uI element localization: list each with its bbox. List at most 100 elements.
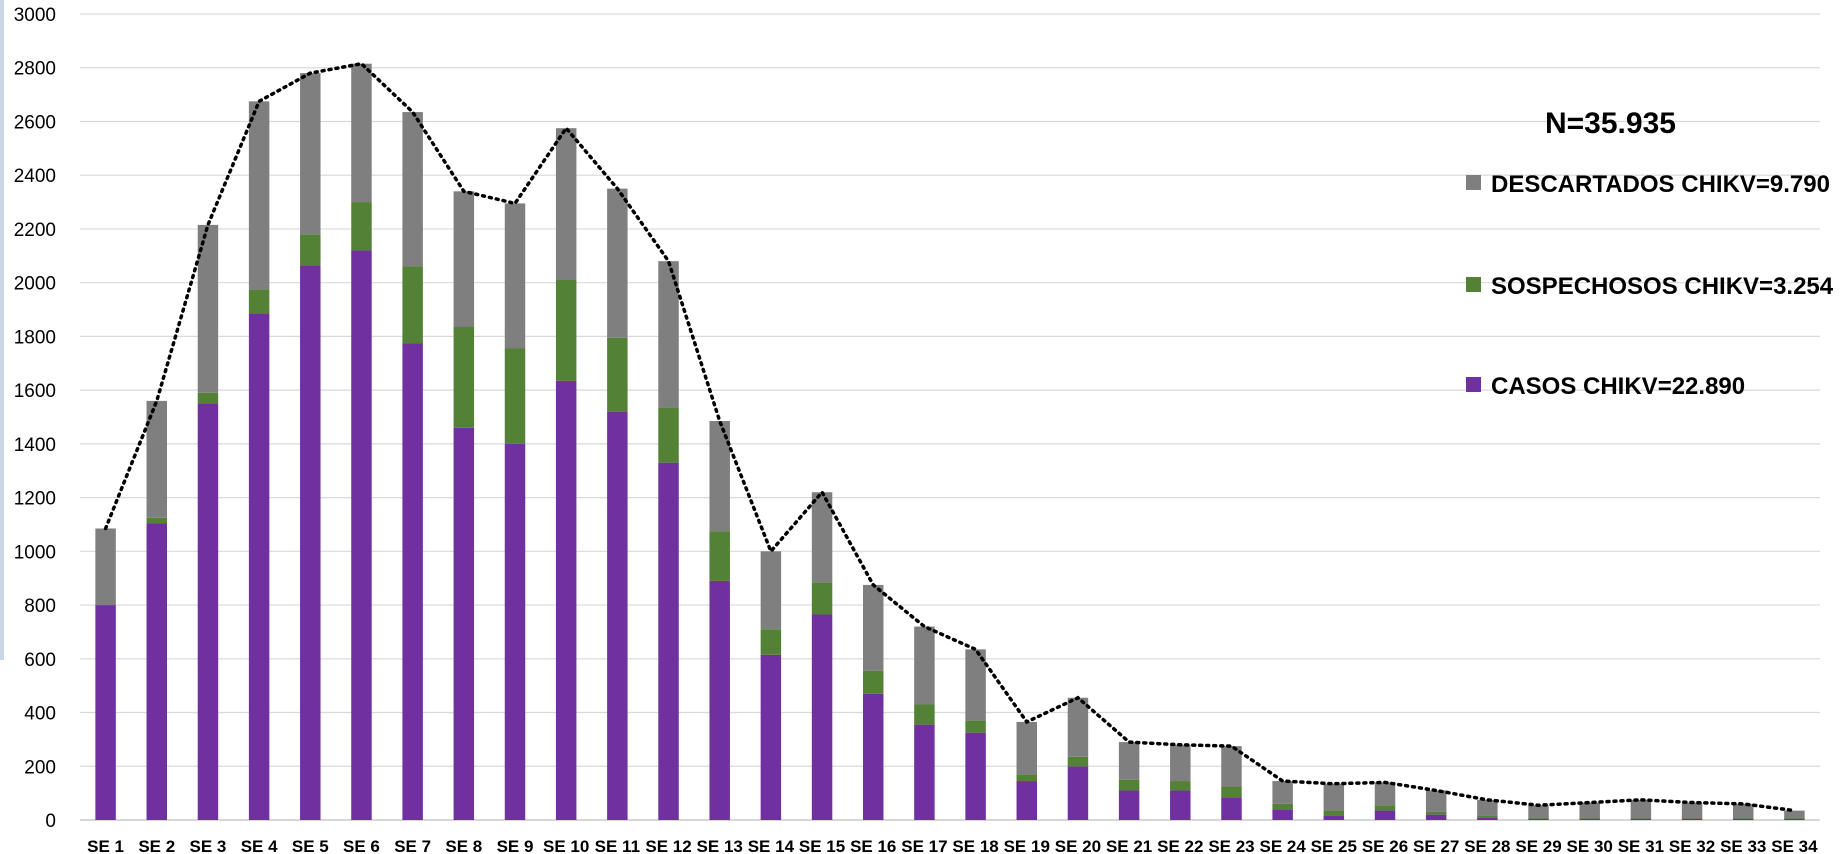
bar-segment-descartados — [453, 191, 475, 327]
bar-segment-casos — [965, 732, 986, 820]
total-line-layer — [103, 61, 1797, 813]
bar-segment-sospechosos — [1630, 817, 1652, 819]
bar-segment-casos — [95, 605, 116, 820]
y-tick-label: 0 — [45, 811, 56, 832]
x-tick-label: SE 29 — [1515, 837, 1561, 854]
bar-segment-descartados — [1528, 805, 1549, 818]
legend-swatch-casos — [1466, 377, 1481, 392]
bar-segment-sospechosos — [453, 326, 475, 428]
bar-segment-sospechosos — [863, 670, 884, 694]
bar-segment-casos — [1118, 790, 1140, 820]
bars — [95, 63, 1805, 821]
bar-segment-sospechosos — [1528, 817, 1549, 819]
bar-segment-descartados — [760, 551, 782, 630]
bar-segment-descartados — [914, 626, 935, 705]
bar-segment-casos — [351, 250, 372, 821]
bar-segment-casos — [914, 724, 935, 820]
bar-segment-sospechosos — [197, 392, 219, 404]
bar-segment-descartados — [1272, 781, 1293, 804]
x-tick-label: SE 34 — [1771, 837, 1818, 854]
y-tick-label: 2200 — [14, 220, 56, 241]
bar-segment-casos — [709, 580, 730, 820]
bar-segment-descartados — [1784, 810, 1805, 818]
bar-segment-casos — [1528, 818, 1549, 820]
bar-segment-casos — [300, 265, 321, 820]
legend-label-casos: CASOS CHIKV=22.890 — [1491, 373, 1745, 400]
bar-segment-descartados — [1323, 783, 1345, 811]
legend: N=35.935 DESCARTADOS CHIKV=9.790 SOSPECH… — [1466, 107, 1834, 400]
x-tick-label: SE 10 — [543, 837, 589, 854]
bar-segment-descartados — [248, 101, 270, 290]
bar-segment-casos — [1579, 818, 1600, 820]
legend-swatch-descartados — [1466, 175, 1481, 190]
x-tick-label: SE 8 — [445, 837, 482, 854]
x-tick-label: SE 15 — [799, 837, 845, 854]
x-axis-ticks: SE 1 SE 2 SE 3 SE 4 SE 5 SE 6 SE 7 SE 8 SE 9 SE 1… — [87, 837, 1818, 854]
bar-segment-sospechosos — [1579, 817, 1600, 819]
bar-segment-descartados — [658, 261, 679, 408]
bar-segment-sospechosos — [1118, 779, 1140, 791]
y-tick-label: 2600 — [14, 112, 56, 133]
bar-segment-sospechosos — [1477, 815, 1498, 818]
x-tick-label: SE 20 — [1055, 837, 1101, 854]
bar-segment-casos — [1272, 809, 1293, 820]
bar-segment-sospechosos — [1221, 786, 1242, 798]
bar-segment-descartados — [965, 649, 986, 721]
bar-segment-casos — [504, 443, 526, 820]
bar-segment-sospechosos — [402, 266, 423, 344]
bar-segment-descartados — [1579, 802, 1600, 818]
y-tick-label: 1600 — [14, 381, 56, 402]
x-tick-label: SE 28 — [1464, 837, 1510, 854]
bar-segment-descartados — [95, 528, 116, 606]
x-tick-label: SE 7 — [394, 837, 431, 854]
bar-segment-sospechosos — [760, 629, 782, 655]
x-tick-label: SE 17 — [901, 837, 947, 854]
y-tick-label: 200 — [24, 757, 56, 778]
x-tick-label: SE 9 — [497, 837, 534, 854]
x-tick-label: SE 4 — [241, 837, 278, 854]
bar-segment-sospechosos — [709, 531, 730, 581]
x-tick-label: SE 5 — [292, 837, 329, 854]
bar-segment-descartados — [1681, 802, 1703, 818]
x-tick-label: SE 14 — [748, 837, 795, 854]
bar-segment-casos — [248, 313, 270, 820]
bar-segment-casos — [658, 462, 679, 820]
x-tick-label: SE 23 — [1208, 837, 1254, 854]
bar-segment-casos — [555, 380, 577, 820]
bar-segment-casos — [1221, 797, 1242, 820]
bar-segment-descartados — [863, 584, 884, 671]
x-tick-label: SE 18 — [952, 837, 998, 854]
x-tick-label: SE 26 — [1362, 837, 1408, 854]
bar-segment-casos — [1681, 818, 1703, 820]
bar-segment-casos — [1477, 817, 1498, 820]
bar-segment-casos — [453, 427, 475, 820]
bar-segment-casos — [863, 693, 884, 820]
x-tick-label: SE 19 — [1004, 837, 1050, 854]
bar-segment-sospechosos — [1784, 817, 1805, 819]
x-tick-label: SE 24 — [1259, 837, 1306, 854]
bar-segment-descartados — [504, 203, 526, 349]
x-tick-label: SE 11 — [595, 837, 640, 854]
bar-segment-casos — [1067, 766, 1089, 820]
bar-segment-descartados — [811, 492, 833, 583]
y-tick-label: 1800 — [14, 327, 56, 348]
y-tick-label: 1200 — [14, 489, 56, 510]
bar-segment-descartados — [197, 224, 219, 393]
bar-segment-sospechosos — [1374, 805, 1396, 811]
x-tick-label: SE 32 — [1669, 837, 1715, 854]
bar-segment-casos — [1323, 815, 1345, 820]
bar-segment-descartados — [1118, 742, 1140, 780]
bar-segment-sospechosos — [1067, 756, 1089, 767]
bar-segment-casos — [1425, 814, 1447, 820]
bar-segment-casos — [1016, 781, 1037, 820]
bar-segment-descartados — [607, 188, 628, 338]
bar-segment-sospechosos — [1733, 817, 1754, 819]
bar-segment-casos — [1170, 790, 1191, 820]
bar-segment-sospechosos — [300, 234, 321, 266]
x-tick-label: SE 31 — [1618, 837, 1664, 854]
bar-segment-descartados — [1067, 697, 1089, 757]
bar-segment-sospechosos — [504, 348, 526, 444]
y-tick-label: 2800 — [14, 59, 56, 80]
bar-segment-casos — [402, 343, 423, 820]
bar-segment-descartados — [1733, 803, 1754, 818]
